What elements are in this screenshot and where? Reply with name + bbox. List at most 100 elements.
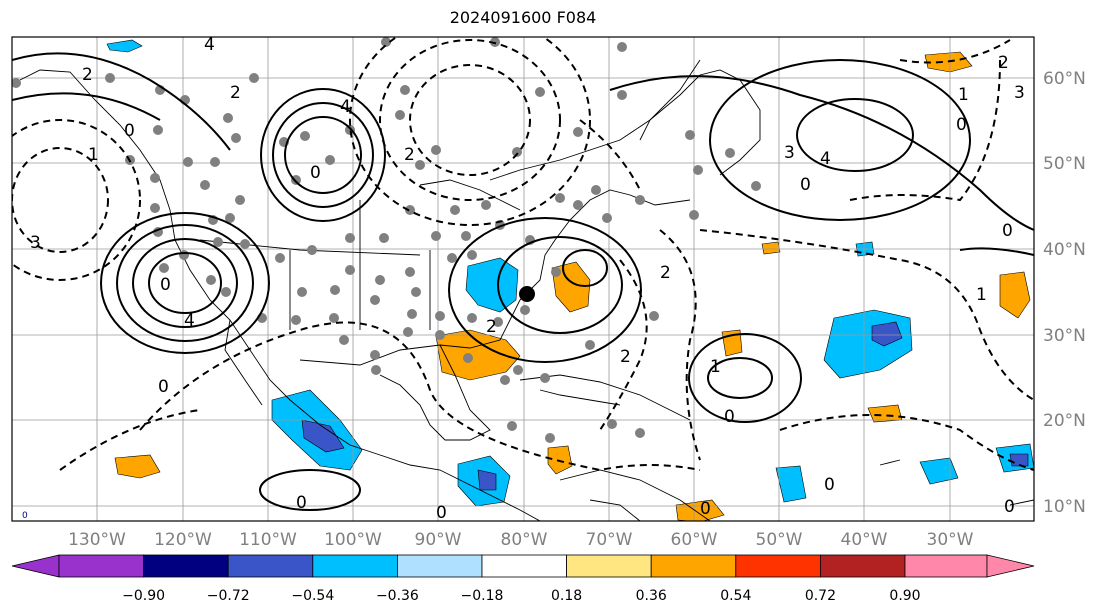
- lon-label: 90°W: [415, 530, 462, 550]
- lon-label: 80°W: [501, 530, 548, 550]
- contour-label: 0: [160, 275, 171, 295]
- contours-dashed: [12, 37, 1034, 472]
- lat-label: 20°N: [1043, 411, 1086, 431]
- lon-label: 100°W: [324, 530, 382, 550]
- longitude-labels: 130°W 120°W 110°W 100°W 90°W 80°W 70°W 6…: [68, 530, 974, 550]
- contour-label: 0: [700, 499, 711, 519]
- contour-label: 0: [724, 407, 735, 427]
- colorbar-segment: [58, 554, 144, 578]
- colorbar-ticks: −0.90 −0.72 −0.54 −0.36 −0.18 0.18 0.36 …: [122, 588, 920, 604]
- map-content: 4 2 0 2 4 0 1 0 3 4 0 3 2 1 0 0 4 2 0 0 …: [12, 35, 1034, 523]
- shade-darkblue-mexico: [301, 419, 345, 453]
- contour-label: 0: [296, 493, 307, 513]
- contour-label: 2: [404, 145, 415, 165]
- colorbar-segment: [904, 554, 988, 578]
- colorbar-extend-low: [11, 554, 60, 578]
- contour-label: 0: [824, 475, 835, 495]
- colorbar-tick: 0.72: [805, 588, 836, 604]
- lat-label: 10°N: [1043, 497, 1086, 517]
- shade-blue-central-atlantic: [823, 309, 913, 379]
- contours-solid: [12, 52, 1034, 511]
- shade-darkblue-central-atlantic: [871, 321, 903, 347]
- shade-orange-carolina: [551, 261, 591, 313]
- contour-label: 1: [88, 145, 99, 165]
- colorbar-tick: −0.72: [207, 588, 250, 604]
- contour-label: 2: [620, 347, 631, 367]
- lon-label: 60°W: [671, 530, 718, 550]
- contour-label: 0: [436, 503, 447, 523]
- lon-label: 40°W: [841, 530, 888, 550]
- contour-label: 3: [1014, 83, 1025, 103]
- colorbar-segment: [481, 554, 567, 578]
- contour-label: 4: [204, 35, 215, 55]
- shade-blue-southeast-us: [465, 257, 519, 313]
- lon-label: 70°W: [586, 530, 633, 550]
- contour-label: 4: [340, 97, 351, 117]
- colorbar-segment: [227, 554, 314, 578]
- contour-label: 2: [998, 53, 1009, 73]
- contour-label: 0: [1004, 497, 1015, 517]
- map-title: 2024091600 F084: [449, 8, 597, 27]
- colorbar-segment: [312, 554, 398, 578]
- contour-label: 2: [486, 317, 497, 337]
- contour-label: 1: [958, 85, 969, 105]
- colorbar-tick: 0.36: [636, 588, 667, 604]
- shade-orange-caribbean: [547, 445, 573, 475]
- lon-label: 120°W: [154, 530, 212, 550]
- colorbar-segment: [566, 554, 652, 578]
- corner-mark: 0: [22, 511, 28, 521]
- colorbar-extend-high: [986, 554, 1035, 578]
- shade-darkblue-central-america: [477, 469, 497, 491]
- lat-label: 50°N: [1043, 154, 1086, 174]
- contour-label: 2: [230, 83, 241, 103]
- shade-orange-pacific: [114, 454, 161, 479]
- shade-orange-37n: [761, 241, 781, 255]
- colorbar-tick: −0.18: [461, 588, 504, 604]
- shade-darkblue-east-small: [1009, 453, 1029, 467]
- contour-label: 2: [82, 65, 93, 85]
- lon-label: 110°W: [239, 530, 297, 550]
- lat-label: 30°N: [1043, 326, 1086, 346]
- colorbar-segment: [820, 554, 906, 578]
- shade-orange-gulf: [435, 329, 521, 381]
- coastlines: [19, 59, 1034, 521]
- contour-label: 4: [820, 149, 831, 169]
- contour-label: 3: [784, 143, 795, 163]
- lon-label: 30°W: [927, 530, 974, 550]
- colorbar-segment: [396, 554, 483, 578]
- station-dots: [12, 37, 761, 443]
- shade-blue-south: [775, 465, 807, 503]
- lat-label: 60°N: [1043, 69, 1086, 89]
- colorbar-segment: [143, 554, 229, 578]
- lon-label: 130°W: [68, 530, 126, 550]
- colorbar-tick: −0.90: [122, 588, 165, 604]
- shade-orange-atlantic-east: [999, 271, 1031, 319]
- shade-orange-east-small: [867, 404, 903, 423]
- colorbar-tick: −0.36: [376, 588, 419, 604]
- colorbar-tick: 0.18: [551, 588, 582, 604]
- colorbar: [11, 554, 1035, 578]
- contour-label: 4: [184, 311, 195, 331]
- contour-label: 1: [976, 285, 987, 305]
- lon-label: 50°W: [756, 530, 803, 550]
- colorbar-tick: 0.90: [889, 588, 920, 604]
- colorbar-tick: 0.54: [720, 588, 751, 604]
- contour-label: 0: [956, 115, 967, 135]
- latitude-labels: 60°N 50°N 40°N 30°N 20°N 10°N: [1043, 69, 1086, 517]
- contour-label: 2: [660, 263, 671, 283]
- contour-label: 0: [158, 377, 169, 397]
- contour-labels: 4 2 0 2 4 0 1 0 3 4 0 3 2 1 0 0 4 2 0 0 …: [30, 35, 1025, 523]
- contour-label: 0: [800, 175, 811, 195]
- colorbar-tick: −0.54: [291, 588, 334, 604]
- gridlines: [12, 37, 1034, 521]
- contour-label: 0: [124, 121, 135, 141]
- contour-label: 0: [310, 163, 321, 183]
- lat-label: 40°N: [1043, 240, 1086, 260]
- shade-blue-northwest: [106, 39, 143, 53]
- contour-label: 3: [30, 233, 41, 253]
- shaded-regions: [106, 39, 1034, 521]
- colorbar-segment: [735, 554, 821, 578]
- contour-label: 1: [710, 357, 721, 377]
- colorbar-segment: [650, 554, 737, 578]
